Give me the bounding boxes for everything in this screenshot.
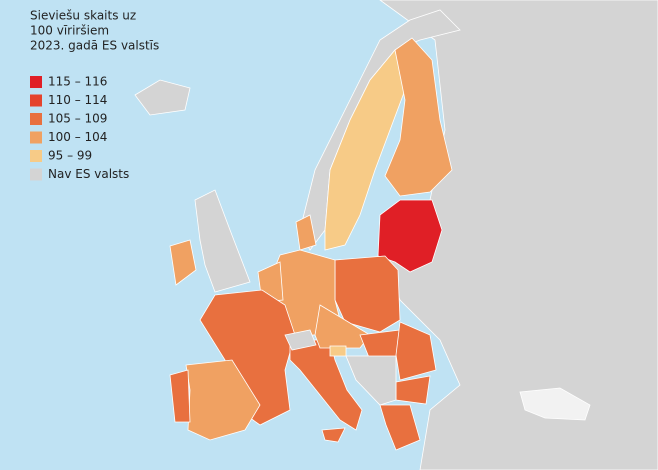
legend-label: 105 – 109	[48, 112, 107, 126]
title-line: 100 vīriršiem	[30, 24, 109, 38]
legend-label: 110 – 114	[48, 93, 107, 107]
caucasus	[519, 387, 591, 421]
balkans	[345, 355, 397, 406]
iceland	[134, 79, 191, 116]
legend-swatch	[30, 131, 42, 144]
portugal	[169, 369, 191, 423]
legend-label: 100 – 104	[48, 130, 107, 144]
legend: 115 – 116 110 – 114 105 – 109 100 – 104 95 –…	[30, 75, 129, 181]
slovenia	[329, 345, 347, 357]
greece	[379, 404, 421, 451]
title-line: Sieviešu skaits uz	[30, 9, 136, 23]
switzerland	[284, 329, 317, 351]
legend-label: 115 – 116	[48, 75, 107, 89]
legend-label: 95 – 99	[48, 149, 92, 163]
finland	[384, 37, 453, 197]
romania	[395, 321, 437, 381]
legend-swatch	[30, 94, 42, 107]
uk	[194, 189, 251, 293]
legend-swatch	[30, 150, 42, 162]
countries	[134, 0, 658, 470]
france	[199, 289, 296, 426]
sweden	[324, 49, 406, 251]
legend-label: Nav ES valsts	[48, 167, 129, 181]
spain	[185, 359, 261, 441]
austria-czechia	[314, 304, 371, 349]
non-eu-east	[379, 0, 658, 470]
denmark	[295, 214, 317, 251]
poland	[334, 255, 401, 333]
legend-swatch	[30, 76, 42, 88]
title-line: 2023. gadā ES valstīs	[30, 39, 159, 53]
legend-swatch	[30, 168, 42, 181]
sicily	[321, 427, 346, 443]
legend-swatch	[30, 113, 42, 125]
ireland	[169, 239, 197, 286]
